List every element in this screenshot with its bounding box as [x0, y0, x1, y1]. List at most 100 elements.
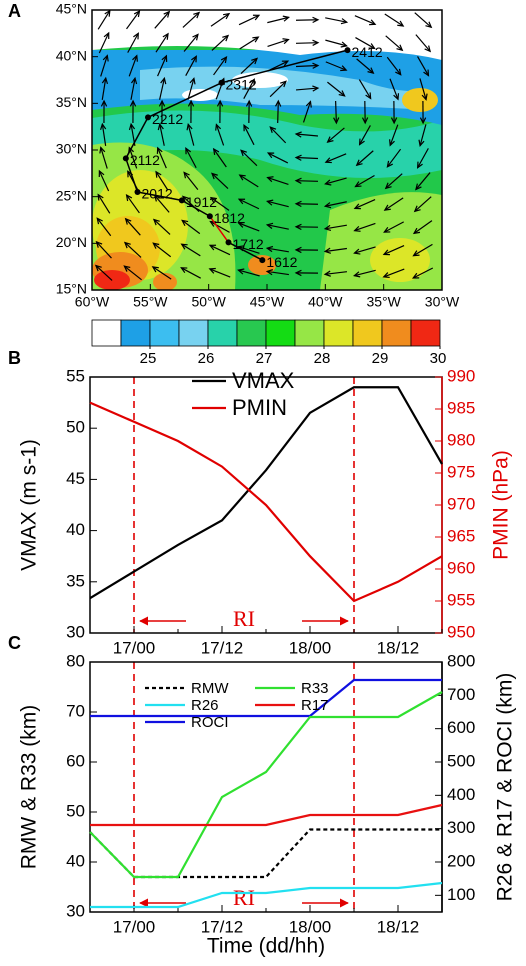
wind-vector-head — [155, 170, 162, 178]
x-tick-label: 50°W — [191, 294, 226, 310]
wind-vector — [239, 36, 259, 50]
x-tick-label: 17/12 — [201, 638, 244, 657]
wind-vector-head — [312, 39, 320, 46]
wind-vector — [152, 242, 172, 258]
colorbar-box — [381, 319, 412, 347]
y2-tick-label: 100 — [447, 885, 475, 904]
series-line — [90, 678, 442, 718]
wind-vector-head — [416, 161, 423, 169]
wind-vector — [153, 219, 171, 235]
wind-vector — [125, 218, 141, 236]
wind-vector-head — [294, 246, 302, 254]
track-point — [225, 239, 232, 246]
wind-vector-head — [132, 54, 138, 62]
y2-tick-label: 700 — [447, 685, 475, 704]
panel-label: C — [8, 633, 21, 653]
legend-label: R33 — [301, 680, 329, 697]
track-point — [344, 47, 351, 54]
wind-vector-head — [191, 55, 197, 63]
y2-tick-label: 600 — [447, 718, 475, 737]
x-tick-label: 17/00 — [113, 917, 156, 936]
wind-vector-head — [252, 36, 260, 43]
wind-vector-head — [123, 265, 131, 272]
wind-vector — [126, 10, 140, 30]
wind-vector — [267, 247, 289, 253]
wind-vector-head — [212, 147, 220, 156]
x-tick-label: 40°W — [308, 294, 343, 310]
series-line — [90, 881, 443, 909]
wind-vector-head — [237, 198, 246, 205]
wind-vector-head — [133, 32, 139, 40]
wind-vector — [386, 148, 402, 168]
wind-vector — [130, 78, 136, 100]
wind-vector-head — [128, 122, 136, 131]
track-label: 2212 — [152, 111, 183, 127]
wind-vector-head — [333, 117, 340, 125]
wind-vector — [267, 152, 289, 164]
wind-vector-head — [266, 176, 274, 183]
wind-vector-head — [323, 247, 331, 254]
wind-vector-head — [294, 269, 302, 277]
wind-vector-head — [312, 62, 320, 69]
wind-vector — [157, 147, 167, 169]
y-tick-label: 25°N — [56, 187, 87, 203]
wind-vector-head — [340, 18, 349, 25]
wind-vector — [325, 247, 347, 253]
wind-vector-head — [100, 99, 108, 107]
legend-label: R26 — [191, 697, 219, 714]
x-tick-label: 18/12 — [377, 917, 420, 936]
y-tick-label: 40 — [66, 520, 85, 539]
wind-vector — [96, 241, 112, 259]
wind-vector — [209, 244, 231, 256]
wind-vector — [213, 148, 227, 168]
wind-vector-head — [183, 171, 190, 179]
wind-vector — [389, 78, 399, 100]
track-point — [178, 197, 185, 204]
annotation: RI — [233, 606, 255, 631]
wind-vector-head — [383, 204, 391, 211]
wind-vector-head — [129, 99, 137, 107]
x-axis-title: Time (dd/hh) — [207, 935, 325, 958]
wind-vector-head — [180, 243, 188, 250]
y-tick-label: 80 — [66, 651, 85, 670]
y2-tick-label: 990 — [447, 366, 475, 385]
wind-vector — [295, 64, 319, 68]
wind-vector — [327, 81, 345, 97]
y2-tick-label: 970 — [447, 494, 475, 513]
wind-vector — [183, 34, 199, 52]
wind-vector — [240, 149, 258, 167]
wind-vector-head — [340, 41, 348, 48]
y2-tick-label: 980 — [447, 430, 475, 449]
wind-vector — [269, 80, 287, 98]
wind-vector — [412, 267, 434, 279]
track-point — [134, 189, 141, 195]
wind-vector-head — [211, 172, 218, 180]
wind-vector-head — [386, 160, 394, 168]
wind-vector — [238, 222, 260, 232]
wind-vector-head — [294, 223, 302, 231]
wind-vector-head — [124, 217, 132, 225]
wind-vector-head — [156, 146, 163, 154]
wind-vector-head — [413, 205, 421, 213]
wind-vector — [295, 180, 319, 182]
wind-vector — [157, 55, 167, 77]
wind-vector — [95, 265, 113, 281]
x-tick-label: 17/00 — [113, 638, 156, 657]
wind-vector — [127, 33, 139, 53]
wind-vector-head — [265, 269, 274, 276]
y2-tick-label: 800 — [447, 651, 475, 670]
wind-vector-head — [294, 154, 302, 161]
wind-vector-head — [125, 193, 133, 202]
colorbar-label: 28 — [314, 350, 331, 367]
wind-vector-head — [181, 219, 189, 227]
wind-vector-head — [361, 117, 369, 125]
wind-vector — [243, 124, 255, 146]
wind-vector-head — [103, 31, 110, 40]
legend-label: R17 — [301, 697, 329, 714]
wind-vector-head — [294, 200, 302, 208]
wind-vector — [414, 12, 432, 28]
colorbar-box — [294, 319, 325, 347]
wind-vector — [302, 101, 312, 123]
wind-vector-head — [99, 146, 106, 154]
series-line — [89, 691, 443, 879]
